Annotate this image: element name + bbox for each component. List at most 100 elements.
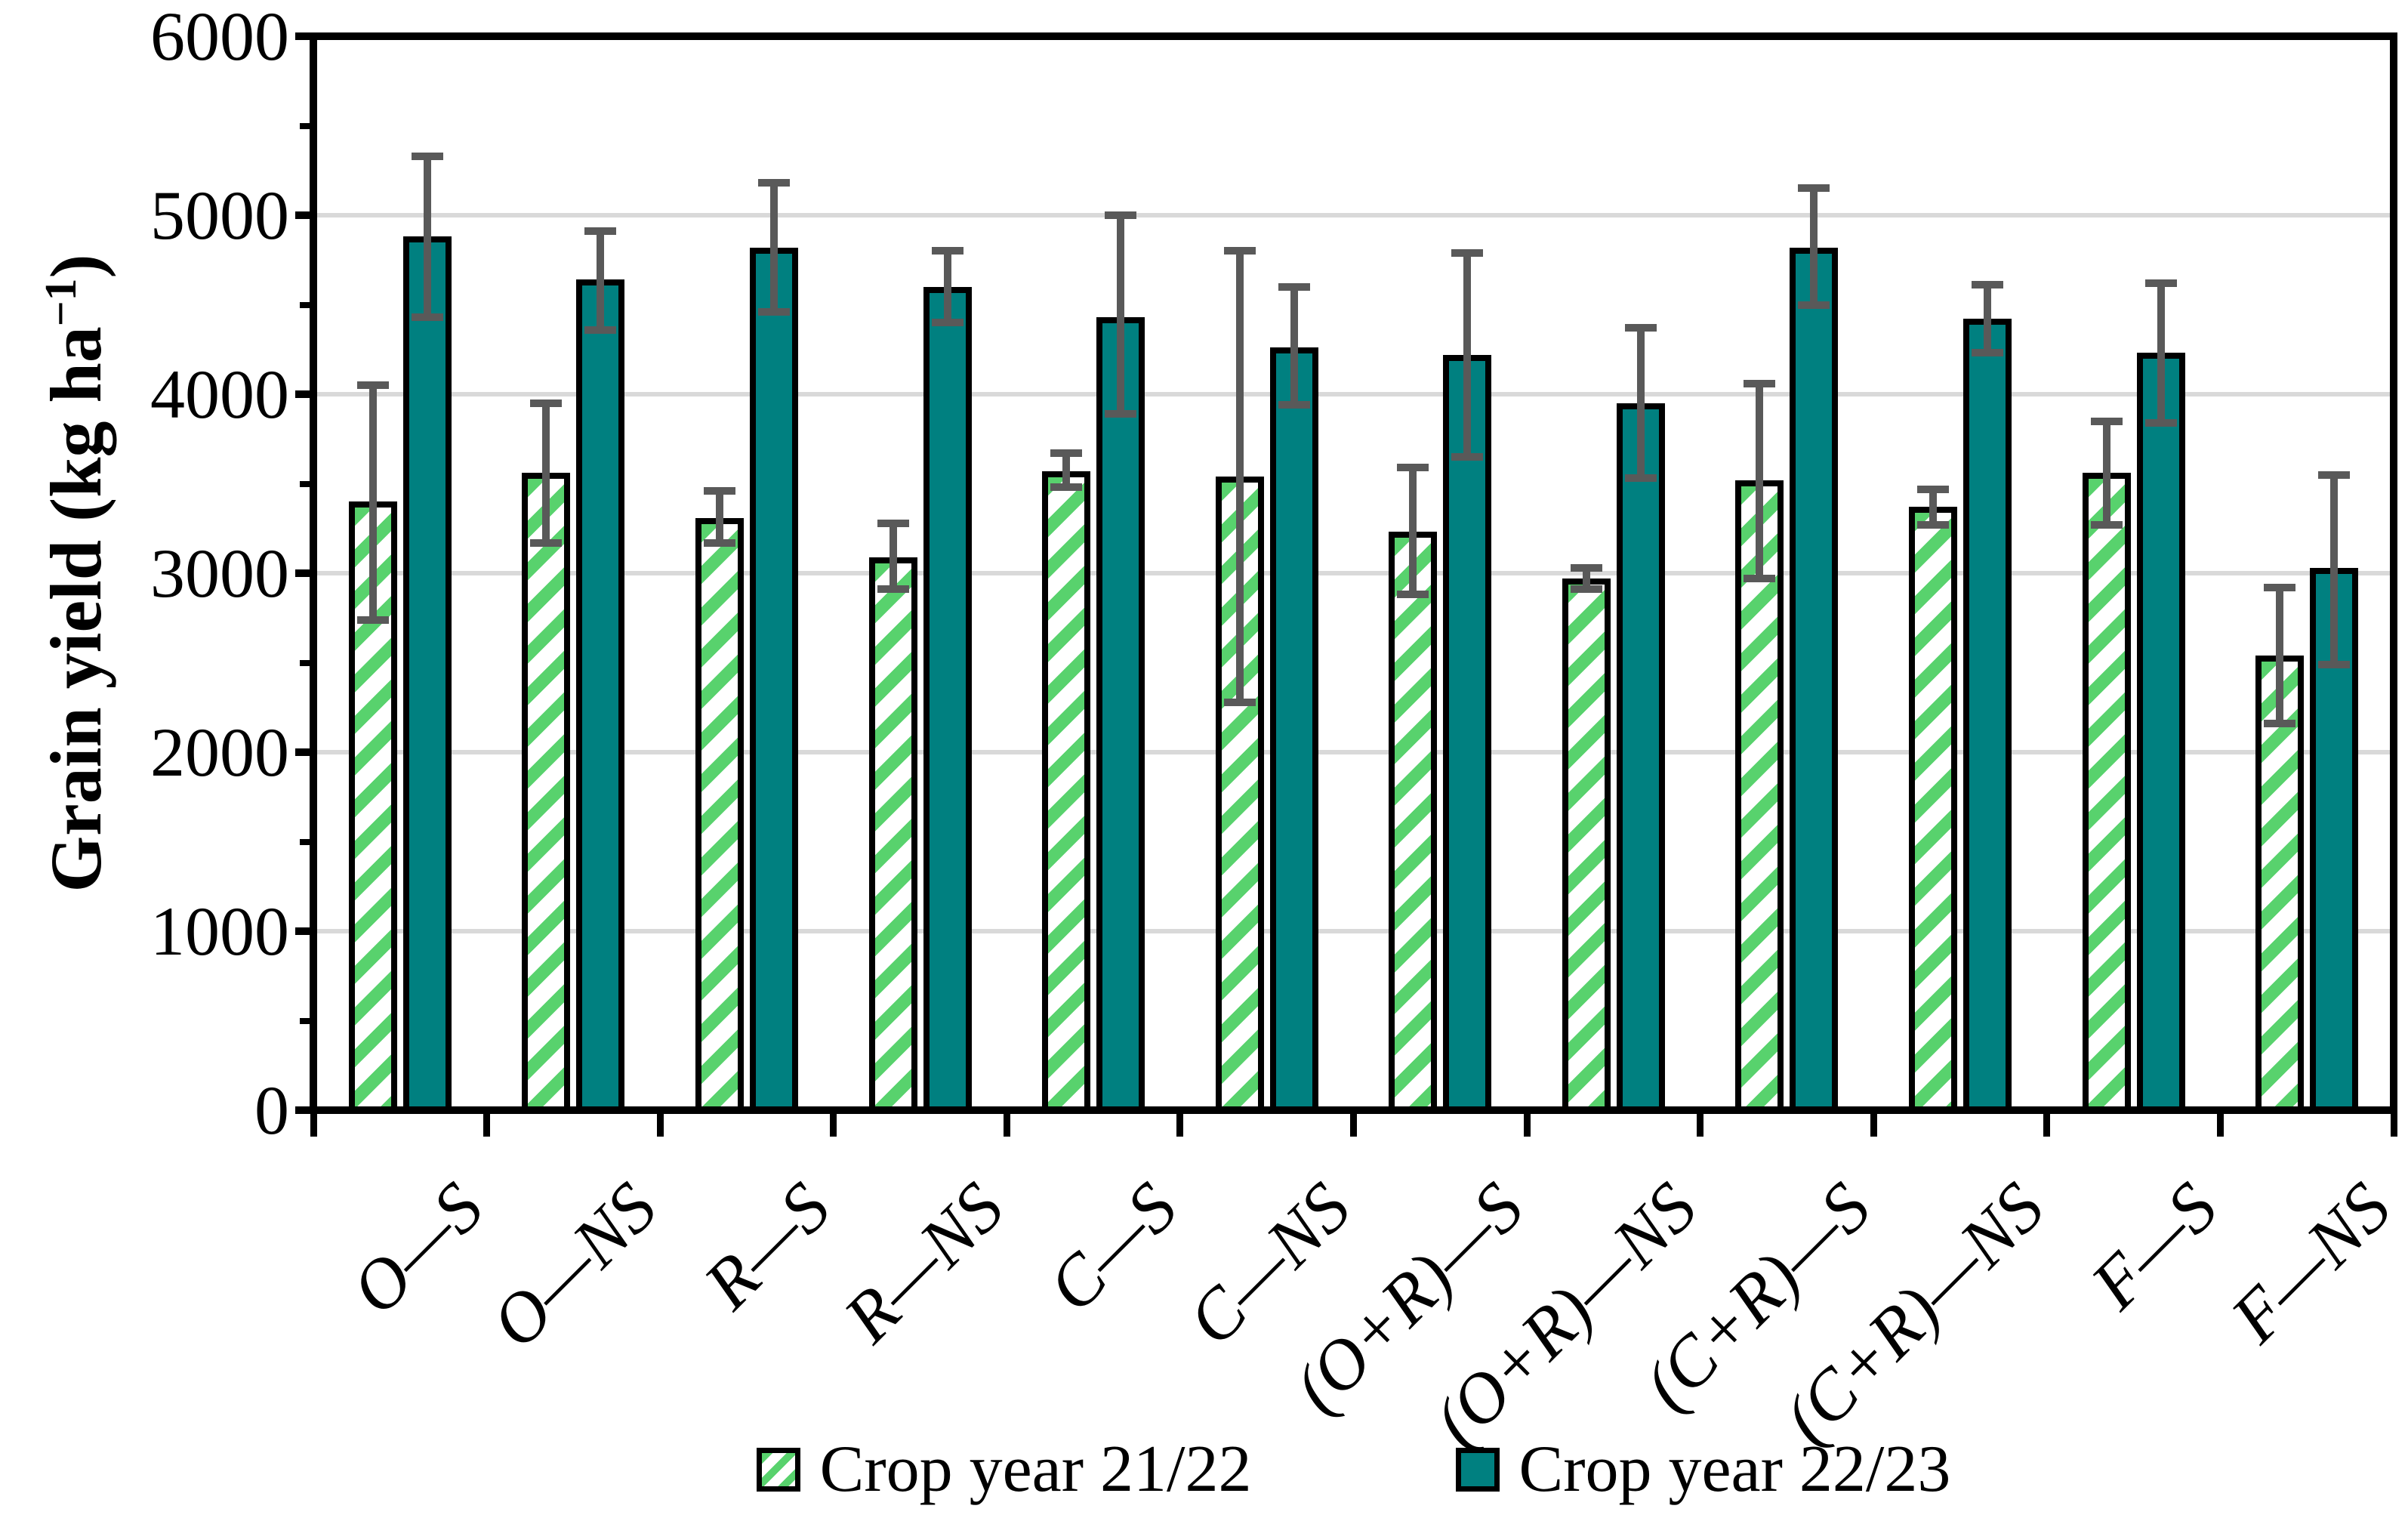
y-axis-major-tick xyxy=(295,748,313,756)
error-bar-cap-bottom xyxy=(1397,591,1429,599)
error-bar-cap-top xyxy=(530,399,563,407)
x-axis-category-label: C—S xyxy=(1033,1168,1192,1327)
error-bar-cap-bottom xyxy=(584,326,617,334)
legend-item-crop-year-22-23: Crop year 22/23 xyxy=(1455,1433,1951,1506)
error-bar-line xyxy=(1290,286,1298,406)
error-bar-line xyxy=(2276,587,2284,724)
y-axis-title-superscript: −1 xyxy=(35,278,85,327)
x-axis-category-label: R—S xyxy=(689,1168,846,1325)
y-axis-minor-tick xyxy=(300,1017,313,1024)
error-bar-cap-bottom xyxy=(411,313,443,322)
error-bar-cap-bottom xyxy=(877,585,909,594)
error-bar-line xyxy=(1929,489,1938,525)
major-gridline xyxy=(317,750,2390,754)
x-axis-category-label: O—S xyxy=(337,1168,498,1330)
error-bar-cap-bottom xyxy=(1278,401,1310,409)
y-axis-minor-tick xyxy=(300,838,313,845)
error-bar-cap-top xyxy=(1917,485,1950,493)
x-axis-tick xyxy=(483,1114,491,1137)
error-bar-cap-top xyxy=(1278,282,1310,291)
error-bar-cap-bottom xyxy=(2318,660,2351,668)
plot-border-top xyxy=(310,32,2397,40)
y-axis-title-text: Grain yield (kg ha xyxy=(35,326,116,893)
x-axis-category-label: F—S xyxy=(2076,1168,2232,1325)
bar-crop-year-22-23 xyxy=(1790,247,1839,1113)
legend: Crop year 21/22 Crop year 22/23 xyxy=(313,1433,2394,1506)
error-bar-line xyxy=(1235,251,1244,702)
error-bar-line xyxy=(1062,453,1071,488)
error-bar-line xyxy=(1582,567,1590,590)
error-bar-line xyxy=(1756,383,1764,579)
x-axis-tick xyxy=(830,1114,837,1137)
error-bar-cap-top xyxy=(584,227,617,236)
y-axis-minor-tick xyxy=(300,122,313,129)
error-bar-cap-bottom xyxy=(1223,698,1256,706)
bar-crop-year-21-22 xyxy=(1042,471,1091,1113)
y-axis-major-tick xyxy=(295,211,313,219)
major-gridline xyxy=(317,392,2390,396)
y-axis-major-tick xyxy=(295,32,313,40)
error-bar-cap-bottom xyxy=(1744,575,1776,583)
y-axis-tick-label: 3000 xyxy=(150,535,289,612)
error-bar-line xyxy=(368,385,377,620)
x-axis-tick xyxy=(2390,1114,2397,1137)
bar-crop-year-21-22 xyxy=(868,557,917,1113)
x-axis-category-label: O—NS xyxy=(476,1168,672,1363)
y-axis-tick-label: 0 xyxy=(254,1072,289,1149)
error-bar-cap-bottom xyxy=(757,307,790,316)
plot-border-right xyxy=(2390,32,2397,1114)
x-axis-tick xyxy=(1350,1114,1357,1137)
error-bar-cap-bottom xyxy=(1050,483,1083,492)
bar-crop-year-21-22 xyxy=(1389,532,1438,1113)
error-bar-cap-top xyxy=(703,486,735,495)
error-bar-cap-top xyxy=(1798,184,1830,193)
error-bar-cap-bottom xyxy=(1624,474,1657,483)
y-axis-tick-label: 5000 xyxy=(150,177,289,254)
bar-crop-year-21-22 xyxy=(522,473,571,1113)
x-axis-category-label: F—NS xyxy=(2215,1168,2406,1358)
x-axis-tick xyxy=(1523,1114,1531,1137)
error-bar-cap-bottom xyxy=(1570,585,1602,594)
error-bar-cap-bottom xyxy=(703,538,735,547)
bar-crop-year-22-23 xyxy=(1616,403,1665,1113)
error-bar-cap-bottom xyxy=(2090,521,2123,529)
bar-crop-year-22-23 xyxy=(923,286,972,1113)
legend-swatch-hatched-icon xyxy=(756,1448,800,1492)
x-axis-tick xyxy=(1176,1114,1184,1137)
error-bar-cap-bottom xyxy=(1451,452,1484,461)
error-bar-cap-top xyxy=(877,519,909,527)
bar-crop-year-21-22 xyxy=(1562,579,1611,1113)
bar-crop-year-22-23 xyxy=(1096,317,1145,1113)
error-bar-cap-top xyxy=(1397,464,1429,472)
error-bar-line xyxy=(542,403,550,543)
error-bar-cap-top xyxy=(2144,279,2177,288)
error-bar-cap-bottom xyxy=(2144,418,2177,427)
bar-crop-year-22-23 xyxy=(576,279,625,1113)
legend-label: Crop year 22/23 xyxy=(1518,1433,1951,1506)
x-axis-tick xyxy=(656,1114,664,1137)
y-axis-minor-tick xyxy=(300,659,313,666)
error-bar-cap-top xyxy=(1223,247,1256,255)
error-bar-line xyxy=(2330,474,2339,665)
error-bar-cap-bottom xyxy=(530,538,563,547)
error-bar-cap-top xyxy=(1570,563,1602,572)
legend-item-crop-year-21-22: Crop year 21/22 xyxy=(756,1433,1252,1506)
error-bar-line xyxy=(943,251,951,323)
bar-crop-year-21-22 xyxy=(1735,480,1784,1113)
error-bar-cap-top xyxy=(2318,471,2351,479)
error-bar-line xyxy=(1409,467,1417,595)
error-bar-cap-top xyxy=(1451,248,1484,257)
bar-crop-year-21-22 xyxy=(348,501,397,1113)
major-gridline xyxy=(317,929,2390,933)
legend-swatch-solid-icon xyxy=(1455,1448,1500,1492)
y-axis-major-tick xyxy=(295,390,313,398)
error-bar-cap-top xyxy=(931,247,964,255)
y-axis-major-tick xyxy=(295,1106,313,1114)
x-axis-tick xyxy=(2043,1114,2051,1137)
error-bar-cap-top xyxy=(411,152,443,160)
error-bar-cap-bottom xyxy=(1917,521,1950,529)
error-bar-line xyxy=(597,231,605,330)
error-bar-cap-top xyxy=(1105,211,1137,219)
error-bar-line xyxy=(715,490,723,543)
